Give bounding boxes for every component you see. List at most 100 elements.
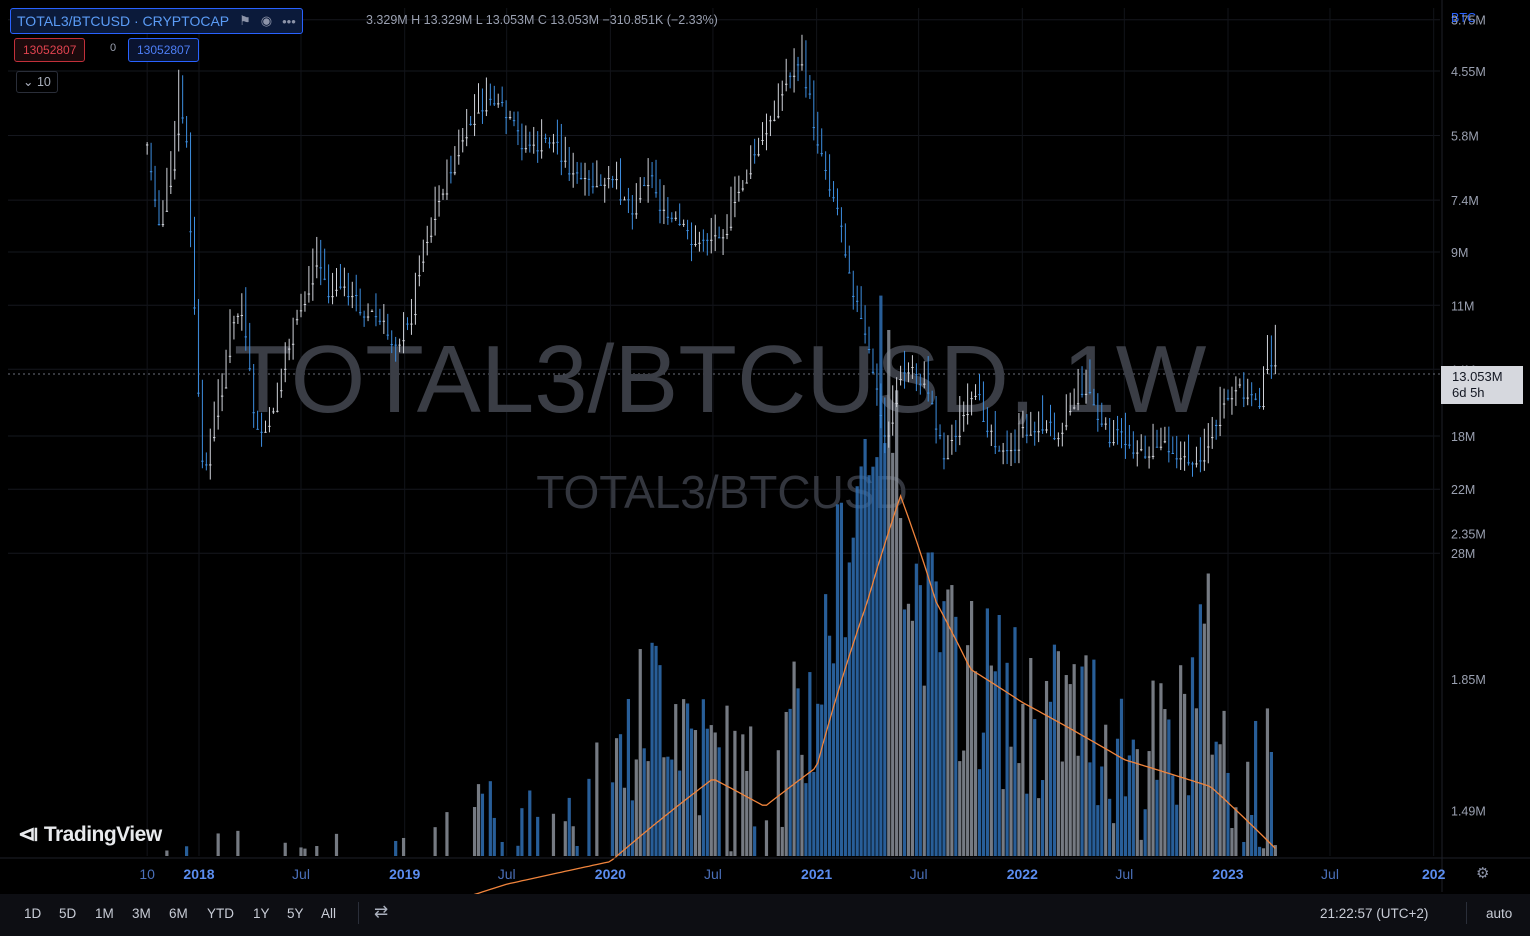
time-tick-label: 2022 (1007, 866, 1038, 882)
time-tick-label: Jul (292, 866, 310, 882)
timeframe-1m[interactable]: 1M (95, 906, 114, 921)
volume-bar (1115, 738, 1120, 856)
candle-body (145, 144, 149, 146)
candle-body (1065, 425, 1068, 427)
timeframe-1y[interactable]: 1Y (253, 906, 270, 921)
candle-body (240, 315, 244, 317)
buy-button[interactable]: 13052807 (128, 38, 200, 62)
time-tick-label: Jul (1115, 866, 1133, 882)
volume-bar (646, 761, 650, 856)
candle-body (942, 458, 946, 460)
candle-body (1254, 398, 1257, 400)
more-icon[interactable]: ••• (282, 13, 296, 29)
tradingview-logo[interactable]: ⧏ TradingView (18, 822, 162, 847)
volume-bar (689, 728, 694, 856)
eye-icon[interactable]: ◉ (260, 13, 273, 28)
volume-bar (236, 830, 240, 856)
clock-time[interactable]: 21:22:57 (UTC+2) (1320, 906, 1429, 921)
candle-body (216, 415, 220, 417)
volume-bar (528, 790, 532, 856)
candle-body (749, 173, 752, 175)
volume-bar (764, 820, 769, 856)
candle-body (1072, 407, 1076, 409)
candle-body (177, 133, 180, 135)
volume-bar (1100, 766, 1104, 856)
candle-body (236, 315, 240, 317)
candle-body (1183, 456, 1186, 458)
volume-bar (969, 600, 974, 856)
candle-body (820, 153, 823, 155)
candles (145, 34, 1277, 480)
candle-body (710, 239, 713, 241)
volume-bar (634, 759, 638, 856)
timeframe-5y[interactable]: 5Y (287, 906, 304, 921)
candle-body (497, 103, 500, 105)
volume-bar (1163, 709, 1167, 856)
candle-body (733, 201, 737, 203)
volume-bar (954, 616, 958, 856)
candle-body (516, 130, 520, 132)
candle-body (556, 141, 559, 143)
volume-bar (611, 782, 615, 856)
timeframe-all[interactable]: All (321, 906, 337, 921)
candle-body (1199, 460, 1202, 462)
timeframe-ytd[interactable]: YTD (207, 906, 234, 921)
volume-bar (1257, 846, 1262, 856)
candle-body (611, 179, 614, 181)
candle-body (303, 304, 307, 306)
gear-icon[interactable]: ⚙ (1476, 865, 1490, 882)
date-range-icon[interactable]: ⇄ (374, 902, 389, 921)
volume-bar (670, 759, 674, 856)
candle-body (591, 186, 595, 188)
candle-body (173, 169, 176, 171)
candle-body (512, 120, 516, 122)
candle-body (532, 144, 535, 146)
candle-body (741, 188, 745, 190)
candle-body (426, 241, 429, 243)
symbol-title[interactable]: TOTAL3/BTCUSD · CRYPTOCAP (17, 13, 230, 29)
candle-body (792, 75, 796, 77)
volume-bar (796, 688, 800, 856)
volume-bar (1060, 761, 1064, 856)
candle-body (1191, 463, 1194, 465)
candle-body (418, 275, 421, 277)
candle-body (773, 119, 776, 121)
price-axis-currency: BTC (1451, 11, 1476, 25)
volume-bar (879, 295, 883, 856)
price-tick-label: 5.8M (1451, 129, 1479, 143)
candle-body (891, 422, 894, 424)
volume-bar (725, 705, 729, 856)
timeframe-1d[interactable]: 1D (24, 906, 42, 921)
candle-body (1088, 391, 1092, 393)
timeframe-5d[interactable]: 5D (59, 906, 77, 921)
timeframe-3m[interactable]: 3M (132, 906, 151, 921)
ma-length-badge[interactable]: ⌄ 10 (16, 71, 58, 93)
candle-body (883, 435, 887, 437)
volume-bars (165, 295, 1277, 857)
timeframe-6m[interactable]: 6M (169, 906, 188, 921)
candle-body (927, 392, 930, 394)
volume-bar (401, 837, 406, 856)
auto-scale-button[interactable]: auto (1486, 906, 1513, 921)
symbol-legend[interactable]: TOTAL3/BTCUSD · CRYPTOCAP ⚑ ◉ ••• (10, 8, 303, 34)
volume-bar (1214, 741, 1218, 856)
candle-body (871, 371, 875, 373)
volume-bar (1092, 659, 1096, 856)
volume-bar (985, 608, 989, 856)
candle-body (571, 173, 575, 175)
flag-icon[interactable]: ⚑ (239, 13, 251, 28)
volume-bar (516, 845, 520, 856)
volume-bar (165, 850, 169, 856)
candle-body (260, 431, 263, 433)
candle-body (1218, 424, 1222, 426)
sell-button[interactable]: 13052807 (14, 38, 86, 62)
volume-bar (1222, 710, 1226, 856)
candle-body (639, 198, 642, 200)
volume-bar (962, 750, 966, 856)
candle-body (1029, 434, 1032, 436)
candle-body (666, 216, 670, 218)
candle-body (1092, 404, 1096, 406)
candle-body (508, 117, 512, 119)
volume-bar (1056, 651, 1060, 856)
